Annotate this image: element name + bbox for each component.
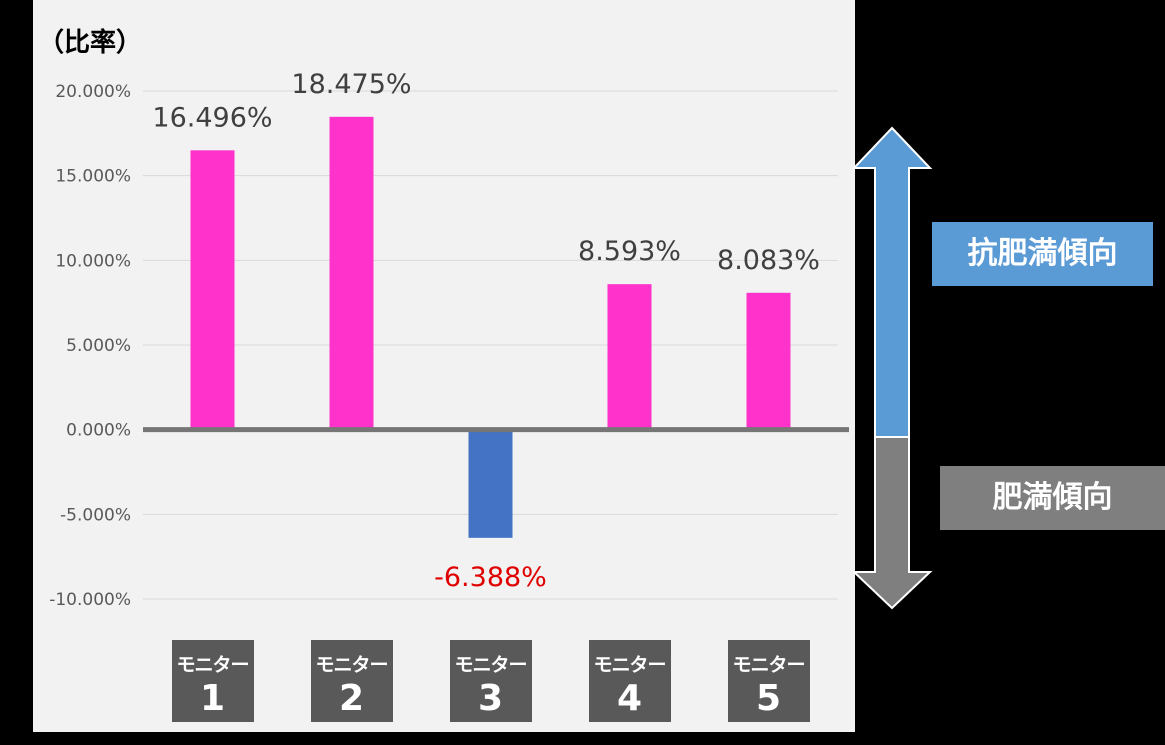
category-number: 4: [616, 678, 643, 719]
y-tick-label: 15.000%: [55, 167, 131, 187]
category-number: 3: [477, 678, 504, 719]
data-label: 18.475%: [291, 69, 411, 100]
data-label: 8.083%: [717, 245, 820, 276]
bar: [607, 284, 652, 430]
chart-panel: [33, 0, 855, 732]
category-label-2: モニター 2: [310, 640, 393, 722]
y-tick-label: 10.000%: [55, 251, 131, 271]
bar: [746, 292, 791, 430]
up-arrow: [851, 126, 933, 438]
y-tick-label: 0.000%: [66, 421, 131, 441]
data-label: 8.593%: [578, 236, 681, 267]
down-arrow: [851, 436, 933, 610]
category-label-3: モニター 3: [449, 640, 532, 722]
category-name: モニター: [454, 654, 527, 676]
bar: [329, 116, 374, 430]
data-label: -6.388%: [434, 562, 547, 593]
category-name: モニター: [732, 654, 805, 676]
category-number: 1: [199, 678, 226, 719]
anti-obesity-tendency-label: 抗肥満傾向: [932, 222, 1153, 286]
category-label-5: モニター 5: [727, 640, 810, 722]
y-axis-label: （比率）: [38, 28, 143, 58]
category-number: 2: [338, 678, 365, 719]
category-name: モニター: [593, 654, 666, 676]
category-name: モニター: [315, 654, 388, 676]
category-label-4: モニター 4: [588, 640, 671, 722]
category-name: モニター: [176, 654, 249, 676]
bar: [190, 150, 235, 430]
category-number: 5: [755, 678, 782, 719]
bar: [468, 429, 513, 538]
data-label: 16.496%: [152, 102, 272, 133]
y-tick-label: -5.000%: [60, 505, 131, 525]
y-tick-label: 5.000%: [66, 336, 131, 356]
obesity-tendency-label: 肥満傾向: [940, 466, 1165, 530]
category-label-1: モニター 1: [171, 640, 254, 722]
y-tick-label: 20.000%: [55, 82, 131, 102]
y-tick-label: -10.000%: [49, 590, 131, 610]
